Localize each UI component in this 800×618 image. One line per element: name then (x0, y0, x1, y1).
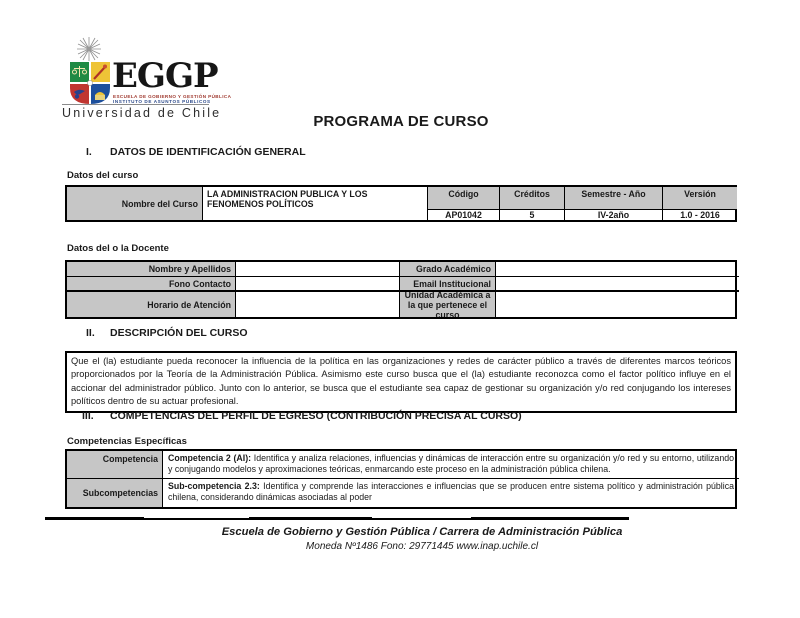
section-label: DATOS DE IDENTIFICACIÓN GENERAL (110, 146, 306, 158)
footer-school-name: Escuela de Gobierno y Gestión Pública / … (221, 526, 623, 538)
docente-data-table: Nombre y Apellidos Grado Académico Fono … (65, 260, 739, 319)
column-header-version: Versión (662, 187, 737, 209)
competencia-row-label: Competencia (67, 451, 162, 478)
competencias-caption: Competencias Específicas (67, 436, 187, 447)
docente-label: Grado Académico (399, 262, 495, 276)
version-value: 1.0 - 2016 (662, 209, 737, 220)
section-number: II. (86, 327, 95, 339)
course-description-box: Que el (la) estudiante pueda reconocer l… (65, 351, 737, 413)
university-logo: EGGP ESCUELA DE GOBIERNO Y GESTIÓN PÚBLI… (62, 34, 231, 120)
docente-value-field[interactable] (235, 290, 399, 317)
docente-label: Horario de Atención (67, 290, 235, 317)
docente-label: Fono Contacto (67, 276, 235, 290)
subcompetencia-text: Sub-competencia 2.3: Identifica y compre… (162, 478, 739, 507)
uchile-shield-icon (70, 62, 110, 109)
column-header-semestre: Semestre - Año (564, 187, 662, 209)
column-header-creditos: Créditos (499, 187, 564, 209)
page-title: PROGRAMA DE CURSO (313, 113, 489, 130)
docente-label: Nombre y Apellidos (67, 262, 235, 276)
course-name-value: LA ADMINISTRACION PUBLICA Y LOS FENOMENO… (202, 187, 427, 220)
footer-divider (45, 517, 629, 520)
section-heading-2: II. DESCRIPCIÓN DEL CURSO (86, 327, 248, 339)
subcompetencia-row-label: Subcompetencias (67, 478, 162, 507)
section-number: III. (82, 410, 94, 422)
semestre-value: IV-2año (564, 209, 662, 220)
starburst-emblem-icon (70, 36, 108, 62)
section-label: COMPETENCIAS DEL PERFIL DE EGRESO (CONTR… (110, 410, 522, 422)
creditos-value: 5 (499, 209, 564, 220)
subcompetencia-rest: Identifica y comprende las interacciones… (168, 481, 734, 502)
competencia-text: Competencia 2 (AI): Identifica y analiza… (162, 451, 739, 478)
column-header-codigo: Código (427, 187, 499, 209)
logo-divider (62, 104, 209, 105)
course-data-table: Nombre del Curso LA ADMINISTRACION PUBLI… (65, 185, 737, 222)
docente-table-caption: Datos del o la Docente (67, 243, 169, 254)
section-heading-3: III. COMPETENCIAS DEL PERFIL DE EGRESO (… (82, 410, 522, 422)
section-label: DESCRIPCIÓN DEL CURSO (110, 327, 248, 339)
logo-subline-instituto: INSTITUTO DE ASUNTOS PÚBLICOS (113, 99, 211, 104)
docente-value-field[interactable] (235, 276, 399, 290)
docente-value-field[interactable] (235, 262, 399, 276)
docente-value-field[interactable] (495, 262, 739, 276)
competencia-lead: Competencia 2 (AI): (168, 453, 252, 463)
course-table-caption: Datos del curso (67, 170, 139, 181)
footer-contact-info: Moneda Nº1486 Fono: 29771445 www.inap.uc… (305, 541, 539, 552)
docente-value-field[interactable] (495, 276, 739, 290)
docente-label: Email Institucional (399, 276, 495, 290)
section-heading-1: I. DATOS DE IDENTIFICACIÓN GENERAL (86, 146, 306, 158)
subcompetencia-lead: Sub-competencia 2.3: (168, 481, 260, 491)
section-number: I. (86, 146, 92, 158)
logo-subline-escuela: ESCUELA DE GOBIERNO Y GESTIÓN PÚBLICA (113, 94, 232, 99)
competencia-rest: Identifica y analiza relaciones, influen… (168, 453, 734, 474)
eggp-wordmark: EGGP (112, 56, 219, 96)
course-name-label: Nombre del Curso (67, 187, 202, 220)
logo-sublines: ESCUELA DE GOBIERNO Y GESTIÓN PÚBLICA IN… (113, 94, 231, 104)
docente-label: Unidad Académica a la que pertenece el c… (399, 290, 495, 317)
university-name: Universidad de Chile (62, 106, 222, 120)
codigo-value: AP01042 (427, 209, 499, 220)
docente-value-field[interactable] (495, 290, 739, 317)
competencias-table: Competencia Competencia 2 (AI): Identifi… (65, 449, 739, 509)
